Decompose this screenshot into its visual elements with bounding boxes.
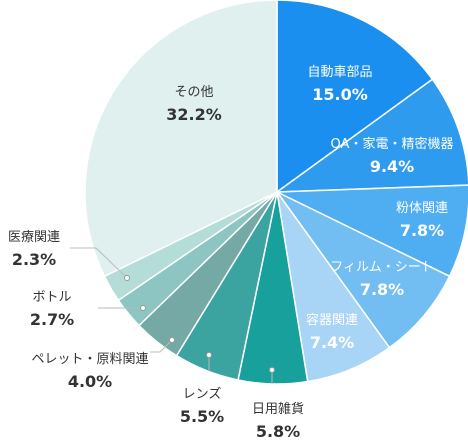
slice-label: 粉体関連 <box>396 201 448 216</box>
slice-value: 2.7% <box>30 310 74 329</box>
slice-value: 32.2% <box>166 105 222 124</box>
slice-label: OA・家電・精密機器 <box>331 136 454 152</box>
slice-label: 医療関連 <box>8 230 60 245</box>
slice-label: 容器関連 <box>306 312 358 328</box>
slice-value: 5.5% <box>180 407 224 426</box>
slice-value: 7.8% <box>360 280 404 299</box>
pie-slice <box>274 78 468 193</box>
pie-slice <box>276 0 434 194</box>
slice-value: 15.0% <box>312 85 368 104</box>
slice-label: 日用雑貨 <box>252 401 304 417</box>
leader-dot <box>124 275 130 281</box>
slice-value: 4.0% <box>68 372 112 391</box>
slice-label: その他 <box>174 85 213 100</box>
slice-label: レンズ <box>183 386 222 402</box>
slice-label: 自動車部品 <box>307 65 372 80</box>
slice-label: フィルム・シート <box>330 260 433 275</box>
slice-value: 7.8% <box>400 221 444 240</box>
leader-dot <box>169 337 175 343</box>
leader-dot <box>140 305 146 311</box>
slice-value: 7.4% <box>310 333 354 352</box>
leader-dot <box>269 367 275 373</box>
slice-value: 9.4% <box>370 157 414 176</box>
slice-value: 2.3% <box>12 250 56 269</box>
slice-value: 5.8% <box>256 422 300 441</box>
slice-label: ボトル <box>32 290 71 305</box>
leader-line <box>150 339 173 353</box>
leader-dot <box>206 352 212 358</box>
pie-slice <box>84 0 278 278</box>
slice-label: ペレット・原料関連 <box>31 352 148 367</box>
leader-line <box>70 247 128 279</box>
pie-slice <box>276 184 468 278</box>
pie-slice <box>276 191 451 349</box>
